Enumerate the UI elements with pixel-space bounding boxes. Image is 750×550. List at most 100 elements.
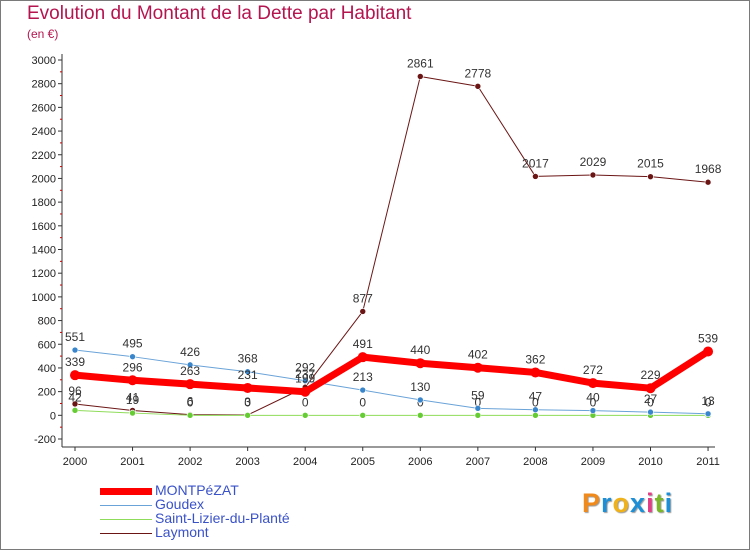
data-point-goudex (359, 386, 367, 394)
data-point-montp-zat (472, 362, 483, 373)
series-line-saint-lizier-du-plant (74, 409, 709, 416)
y-tick-label: 1200 (32, 268, 56, 280)
legend-label: MONTPéZAT (155, 482, 239, 498)
data-label-saint-lizier-du-plant: 0 (475, 395, 482, 409)
unit-label: (en €) (27, 27, 59, 41)
data-label-laymont: 41 (126, 390, 140, 404)
data-label-laymont: 2015 (637, 157, 664, 171)
proxiti-logo: Proxiti (582, 488, 673, 519)
data-label-saint-lizier-du-plant: 19 (126, 393, 140, 407)
data-label-laymont: 3 (244, 395, 251, 409)
data-point-goudex (704, 410, 712, 418)
x-tick-label: 2006 (408, 456, 432, 468)
data-label-laymont: 2017 (522, 156, 549, 170)
data-label-montp-zat: 199 (295, 372, 315, 386)
x-tick-label: 2000 (63, 456, 87, 468)
data-point-montp-zat (530, 367, 541, 378)
data-label-montp-zat: 229 (640, 368, 660, 382)
data-point-goudex (186, 361, 194, 369)
data-point-saint-lizier-du-plant (301, 412, 309, 419)
y-tick-label: 3000 (32, 55, 56, 67)
data-point-montp-zat (587, 378, 598, 389)
logo-letter: o (612, 488, 631, 518)
y-tick-label: 400 (38, 363, 56, 375)
data-label-saint-lizier-du-plant: 0 (359, 395, 366, 409)
data-point-montp-zat (645, 383, 656, 394)
legend-swatch (100, 505, 152, 506)
logo-letter: t (654, 488, 665, 518)
data-point-laymont (532, 173, 539, 180)
logo-letter: r (601, 488, 613, 518)
data-label-saint-lizier-du-plant: 0 (244, 395, 251, 409)
data-point-montp-zat (300, 386, 311, 397)
data-label-goudex: 13 (701, 394, 715, 408)
data-label-montp-zat: 491 (353, 337, 373, 351)
y-tick-label: 600 (38, 339, 56, 351)
y-tick-label: 1600 (32, 221, 56, 233)
data-point-goudex (71, 346, 79, 354)
data-point-goudex (244, 368, 251, 376)
x-tick-label: 2001 (120, 456, 144, 468)
data-label-laymont: 2029 (580, 155, 607, 169)
data-label-montp-zat: 296 (123, 360, 143, 374)
data-point-montp-zat (703, 346, 714, 357)
data-point-montp-zat (70, 370, 80, 381)
data-label-montp-zat: 402 (468, 348, 488, 362)
data-label-montp-zat: 362 (525, 352, 545, 366)
series-line-montp-zat (71, 347, 712, 396)
data-label-laymont: 96 (68, 384, 82, 398)
data-label-saint-lizier-du-plant: 0 (532, 395, 539, 409)
x-tick-label: 2007 (466, 456, 490, 468)
data-point-montp-zat (242, 382, 253, 393)
data-point-laymont (359, 308, 367, 315)
data-point-goudex (589, 407, 597, 414)
data-point-montp-zat (357, 352, 368, 363)
data-point-montp-zat (127, 375, 138, 386)
y-tick-label: -200 (34, 434, 56, 446)
data-point-saint-lizier-du-plant (416, 412, 424, 419)
data-point-laymont (589, 171, 597, 179)
legend-label: Goudex (155, 496, 205, 512)
data-point-saint-lizier-du-plant (474, 412, 482, 419)
legend-label: Saint-Lizier-du-Planté (155, 510, 290, 526)
data-label-laymont: 877 (353, 291, 373, 305)
data-label-goudex: 495 (123, 337, 143, 351)
data-label-montp-zat: 272 (583, 363, 603, 377)
data-point-saint-lizier-du-plant (359, 412, 367, 419)
data-label-laymont: 2778 (464, 66, 491, 80)
data-label-laymont: 6 (187, 395, 194, 409)
y-tick-label: 800 (38, 316, 56, 328)
data-point-laymont (704, 178, 712, 186)
x-tick-label: 2009 (581, 456, 605, 468)
x-tick-label: 2005 (351, 456, 375, 468)
data-label-goudex: 40 (586, 391, 600, 405)
x-tick-label: 2002 (178, 456, 202, 468)
data-label-goudex: 27 (644, 392, 658, 406)
data-label-montp-zat: 339 (65, 355, 85, 369)
data-point-saint-lizier-du-plant (186, 412, 194, 419)
y-tick-label: 0 (50, 410, 56, 422)
data-point-montp-zat (415, 358, 426, 369)
data-point-saint-lizier-du-plant (244, 412, 251, 419)
data-label-saint-lizier-du-plant: 0 (590, 395, 597, 409)
data-label-laymont: 237 (295, 367, 315, 381)
data-label-goudex: 47 (529, 390, 543, 404)
data-point-laymont (474, 82, 482, 90)
logo-letter: i (664, 488, 674, 518)
y-tick-label: 2000 (32, 173, 56, 185)
legend-swatch (100, 519, 152, 520)
series-line-laymont (74, 75, 709, 416)
data-point-goudex (647, 408, 654, 416)
data-label-montp-zat: 539 (698, 331, 718, 345)
y-tick-label: 1800 (32, 197, 56, 209)
data-label-saint-lizier-du-plant: 0 (705, 395, 712, 409)
data-label-saint-lizier-du-plant: 0 (647, 395, 654, 409)
data-label-laymont: 1968 (695, 162, 722, 176)
data-label-goudex: 551 (65, 330, 85, 344)
data-label-laymont: 2861 (407, 56, 434, 70)
y-tick-label: 1000 (32, 292, 56, 304)
data-point-laymont (416, 73, 424, 80)
data-label-goudex: 368 (238, 352, 258, 366)
logo-letter: P (582, 488, 602, 518)
